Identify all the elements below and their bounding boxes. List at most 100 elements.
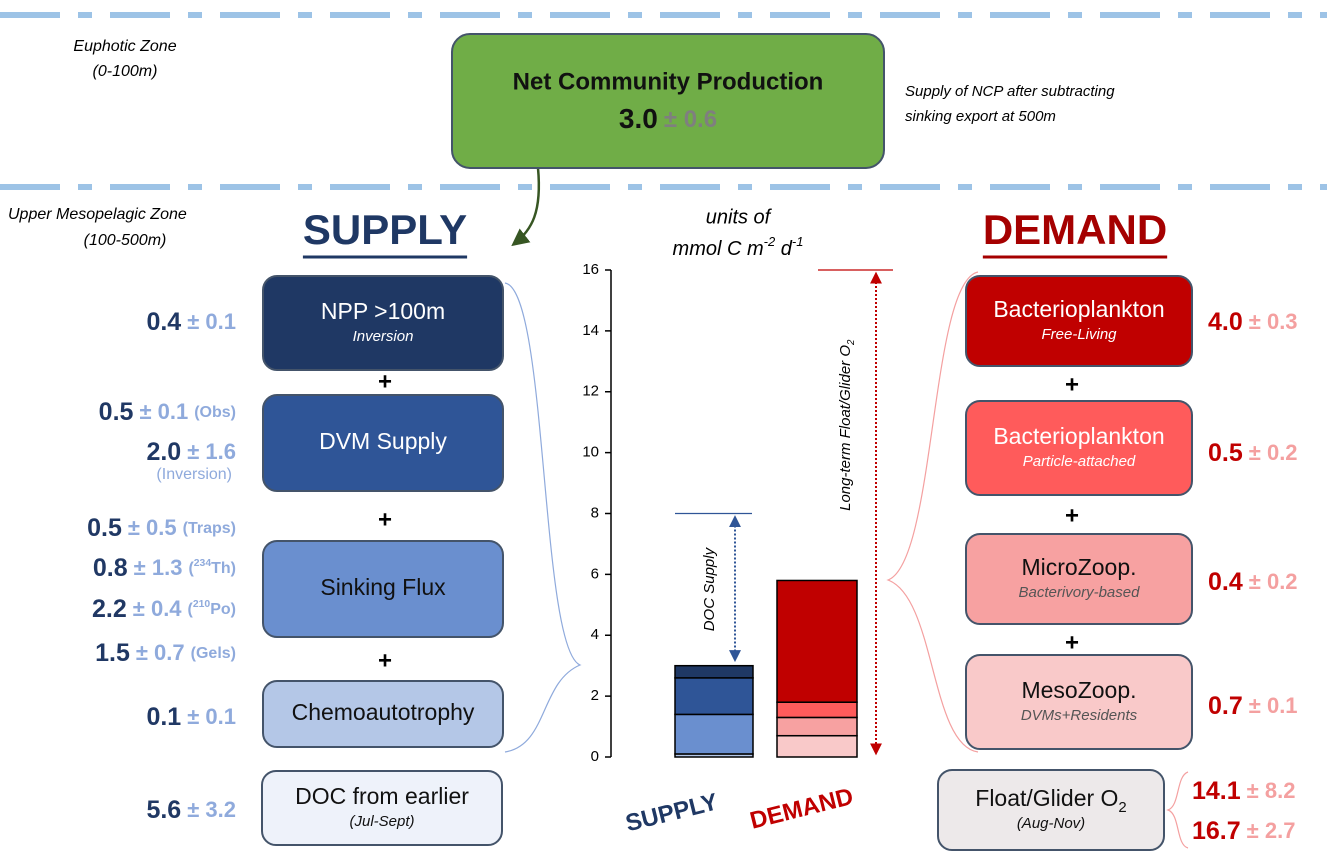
estimate-value: 3.0	[619, 103, 658, 134]
box-title: Sinking Flux	[320, 574, 446, 600]
bar-segment	[776, 734, 858, 758]
box	[261, 770, 503, 846]
estimate-error: ± 0.7	[136, 640, 185, 665]
box-subtitle: Bacterivory-based	[1019, 584, 1141, 601]
units-label: mmol C m-2 d-1	[673, 234, 804, 260]
box	[937, 769, 1165, 851]
box-subtitle: Particle-attached	[1023, 453, 1136, 470]
estimate: 0.5 ± 0.2	[1208, 439, 1298, 467]
estimate-value: 5.6	[146, 796, 181, 824]
ncp-note: sinking export at 500m	[905, 108, 1056, 125]
method-part: (Obs)	[194, 404, 236, 421]
ncp-box	[451, 33, 885, 169]
method-part: Th)	[211, 560, 236, 577]
estimate-method: (Inversion)	[156, 466, 232, 483]
box-title: Bacterioplankton	[993, 296, 1164, 322]
estimate-error: ± 0.4	[133, 596, 183, 621]
ncp-arrow	[511, 167, 541, 247]
box-title-part: Float/Glider O	[975, 785, 1118, 811]
box	[965, 654, 1193, 750]
y-tick-label: 8	[591, 504, 599, 521]
category-label: DEMAND	[747, 783, 856, 835]
bar-segment	[776, 579, 858, 703]
ncp-title: Net Community Production	[513, 68, 824, 95]
supply-brace	[504, 282, 582, 753]
annotation-label-sub: 2	[846, 339, 857, 346]
ncp-estimate: 3.0 ± 0.6	[619, 103, 717, 134]
box-subtitle: DVMs+Residents	[1021, 707, 1138, 724]
estimate-error: ± 3.2	[187, 797, 236, 822]
estimate: 0.5 ± 0.5 (Traps)	[87, 514, 236, 542]
estimate-error: ± 0.2	[1249, 569, 1298, 594]
estimate: 0.7 ± 0.1	[1208, 692, 1298, 720]
bar-segment	[776, 701, 858, 719]
estimate-error: ± 0.3	[1249, 309, 1298, 334]
method-part: (	[188, 560, 194, 577]
y-tick-label: 0	[591, 748, 599, 765]
method-part: (Inversion)	[156, 466, 232, 483]
estimate: 16.7 ± 2.7	[1192, 817, 1295, 845]
estimate-value: 0.5	[1208, 439, 1243, 467]
units-label-part: d	[775, 238, 793, 260]
box-title: NPP >100m	[321, 298, 445, 324]
annotation-label: Long-term Float/Glider O2	[837, 339, 857, 511]
heading: SUPPLY	[303, 206, 467, 253]
estimate-method: (234Th)	[188, 558, 236, 577]
estimate-method: (Gels)	[191, 645, 236, 662]
estimate: 2.0 ± 1.6	[146, 438, 236, 466]
annotation-label: DOC Supply	[701, 546, 718, 631]
box	[965, 400, 1193, 496]
estimate-value: 16.7	[1192, 817, 1241, 845]
demand-brace	[886, 271, 979, 753]
estimate-value: 14.1	[1192, 777, 1241, 805]
box-title: MesoZoop.	[1021, 677, 1136, 703]
box	[262, 394, 504, 492]
y-tick-label: 2	[591, 687, 599, 704]
estimate-error: ± 0.2	[1249, 440, 1298, 465]
zone-name: Euphotic Zone	[73, 38, 176, 55]
zone-depth: (0-100m)	[93, 63, 158, 80]
box-title-sub: 2	[1118, 799, 1126, 816]
plus: +	[378, 647, 392, 674]
method-part: (Gels)	[191, 645, 236, 662]
estimate-error: ± 0.1	[139, 399, 188, 424]
box-title: Bacterioplankton	[993, 423, 1164, 449]
estimate: 0.1 ± 0.1	[146, 703, 236, 731]
estimate-error: ± 0.1	[1249, 693, 1298, 718]
plus: +	[1065, 502, 1079, 529]
estimate-value: 0.8	[93, 554, 128, 582]
box-title: DOC from earlier	[295, 783, 469, 809]
estimate-value: 0.7	[1208, 692, 1243, 720]
box-title: Chemoautotrophy	[292, 699, 475, 725]
y-tick-label: 4	[591, 626, 599, 643]
box-subtitle: Inversion	[353, 328, 414, 345]
estimate-value: 1.5	[95, 639, 130, 667]
box-title: Float/Glider O2	[975, 785, 1126, 816]
estimate-value: 0.4	[146, 308, 181, 336]
plus: +	[378, 368, 392, 395]
method-sup: 210	[193, 599, 211, 610]
zone-name: Upper Mesopelagic Zone	[8, 206, 187, 223]
estimate-value: 2.2	[92, 595, 127, 623]
estimate: 0.5 ± 0.1 (Obs)	[99, 398, 236, 426]
estimate-error: ± 8.2	[1247, 778, 1296, 803]
float-brace	[1166, 771, 1189, 849]
estimate-error: ± 0.5	[128, 515, 177, 540]
ncp-note: Supply of NCP after subtracting	[905, 83, 1115, 100]
y-tick-label: 14	[582, 322, 599, 339]
y-tick-label: 16	[582, 261, 599, 278]
estimate: 0.4 ± 0.1	[146, 308, 236, 336]
bar-segment	[776, 716, 858, 737]
units-label-part: mmol C m	[673, 238, 764, 260]
zone-depth: (100-500m)	[84, 232, 167, 249]
y-tick-label: 6	[591, 565, 599, 582]
box	[965, 533, 1193, 625]
estimate-error: ± 1.3	[134, 555, 183, 580]
bar-segment	[674, 677, 754, 716]
estimate-method: (Obs)	[194, 404, 236, 421]
box-subtitle: (Jul-Sept)	[349, 813, 414, 830]
box	[262, 275, 504, 371]
estimate: 0.8 ± 1.3 (234Th)	[93, 554, 236, 582]
units-label-sup: -1	[792, 234, 804, 249]
